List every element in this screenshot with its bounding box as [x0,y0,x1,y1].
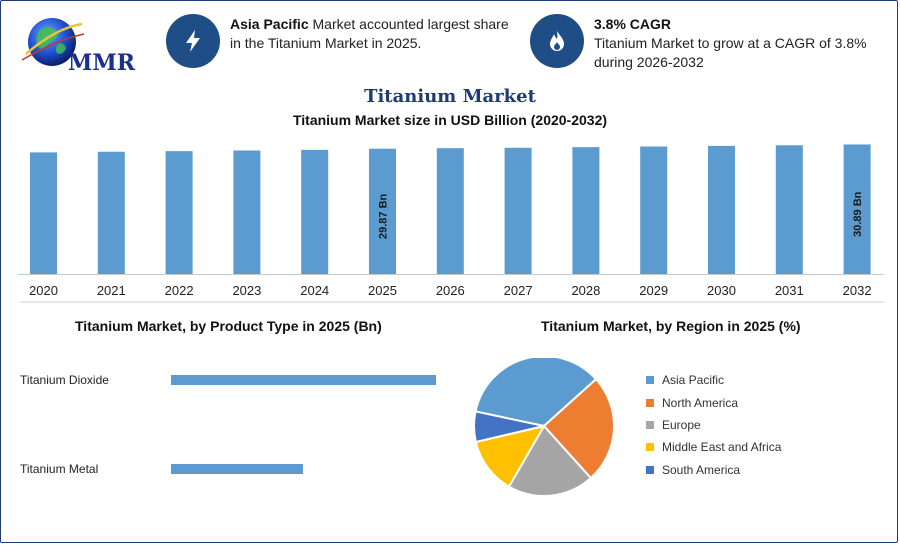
x-tick-label-2021: 2021 [97,283,126,298]
legend-europe: Europe [646,418,701,432]
data-label-2025: 29.87 Bn [378,193,390,239]
bar-2021 [97,151,125,274]
legend-swatch [646,466,654,474]
legend-label: North America [662,396,739,410]
bar-2029 [640,146,668,274]
pie-slice-europe [507,424,593,497]
logo-text: MMR [68,50,136,76]
bar-2020 [30,152,57,274]
bar-2022 [165,151,193,274]
info-asia-pacific: Asia Pacific Market accounted largest sh… [166,14,526,68]
info2-text: Titanium Market to grow at a CAGR of 3.8… [594,35,867,70]
bar-2030 [708,145,735,274]
x-tick-label-2025: 2025 [368,283,397,298]
x-tick-label-2028: 2028 [571,283,600,298]
legend-middle-east-africa: Middle East and Africa [646,440,781,454]
x-tick-label-2024: 2024 [300,283,329,298]
legend-label: Asia Pacific [662,373,725,387]
x-tick-label-2032: 2032 [843,283,872,298]
x-tick-label-2020: 2020 [29,283,58,298]
flame-drop-icon [530,14,584,68]
legend-swatch [646,376,654,384]
region-pie-chart [473,358,615,497]
legend-label: Europe [662,418,701,432]
pie-slice-north-america [542,377,615,480]
info1-bold: Asia Pacific [230,16,309,32]
product-type-bar-chart [171,375,436,474]
legend-label: Middle East and Africa [662,440,782,454]
market-size-bar-chart: 2020 2021 2022 2023 2024 2025 29.87 Bn 2026 2027… [18,144,884,303]
hbar-titanium-dioxide [171,375,436,385]
bar-2032 [843,144,871,274]
hbar-titanium-metal [171,464,303,474]
pie-slice-asia-pacific [474,358,598,428]
x-tick-label-2023: 2023 [232,283,261,298]
legend-asia-pacific: Asia Pacific [646,373,724,387]
legend-north-america: North America [646,396,738,410]
bar-2025 [369,148,396,274]
legend-south-america: South America [646,463,740,477]
x-tick-label-2022: 2022 [165,283,194,298]
bar-2031 [775,145,803,274]
info1-text: Market accounted largest share in the Ti… [230,16,509,51]
legend-swatch [646,421,654,429]
x-tick-label-2027: 2027 [504,283,533,298]
x-tick-label-2029: 2029 [639,283,668,298]
x-tick-label-2026: 2026 [436,283,465,298]
bar-2023 [233,150,261,274]
hbar-label-titanium-dioxide: Titanium Dioxide [20,373,109,387]
info2-bold: 3.8% CAGR [594,16,672,32]
mmr-logo: MMR [18,14,138,76]
pie-slice-south-america [473,410,545,444]
chart-main-title: Titanium Market [364,86,536,107]
x-tick-label-2031: 2031 [775,283,804,298]
pie-slice-middle-east-and-africa [474,424,547,488]
lightning-icon [166,14,220,68]
bar-2028 [572,147,600,274]
bar-2024 [301,149,329,274]
legend-swatch [646,399,654,407]
legend-label: South America [662,463,741,477]
product-type-title: Titanium Market, by Product Type in 2025… [75,318,382,334]
info-cagr: 3.8% CAGR Titanium Market to grow at a C… [530,14,880,72]
data-label-2032: 30.89 Bn [852,191,864,237]
chart-subtitle: Titanium Market size in USD Billion (202… [292,112,608,128]
bar-2027 [504,147,532,274]
region-title: Titanium Market, by Region in 2025 (%) [541,318,801,334]
legend-swatch [646,443,654,451]
bar-2026 [436,148,464,274]
hbar-label-titanium-metal: Titanium Metal [20,462,99,476]
x-tick-label-2030: 2030 [707,283,736,298]
